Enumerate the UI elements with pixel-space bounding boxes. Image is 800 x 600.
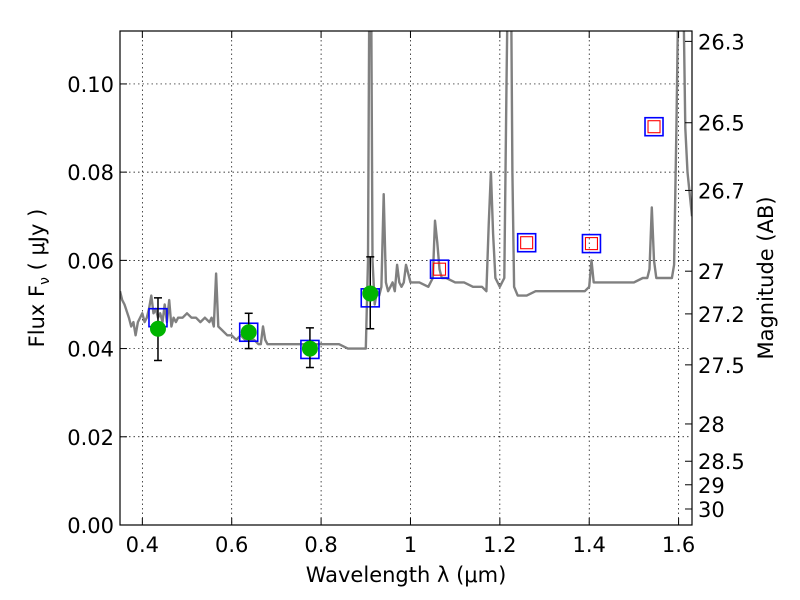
y2-tick-label: 26.3 [698,30,745,54]
x-tick-label: 0.4 [126,533,159,557]
x-tick-label: 0.8 [304,533,337,557]
observed-flux-point [149,320,166,337]
x-tick-label: 1.6 [662,533,695,557]
spectrum-line [120,31,692,350]
model-photometry-square [516,232,537,253]
y-tick-label: 0.04 [67,338,114,362]
y-axis-title-unit: ( μJy ) [25,209,49,277]
y2-tick-label: 28 [698,413,725,437]
y-tick-label: 0.10 [67,73,114,97]
y2-tick-label: 29 [698,474,725,498]
observed-flux-point [301,340,318,357]
y2-tick-label: 27 [698,260,725,284]
plot-area [120,31,692,525]
x-axis-title: Wavelength λ (μm) [306,563,507,587]
model-photometry-square-inner [584,237,599,251]
y2-tick-label: 28.5 [698,450,745,474]
y-axis-title-sub: ν [37,277,53,285]
plot-frame [119,30,693,526]
observed-flux-point [362,285,379,302]
x-tick-label: 0.6 [215,533,248,557]
model-photometry-square [581,233,602,254]
y2-tick-label: 26.7 [698,179,745,203]
model-photometry-square [644,116,664,137]
model-photometry-square-inner [647,120,661,134]
y2-tick-label: 26.5 [698,112,745,136]
observed-flux-point [240,324,257,341]
x-tick-label: 1.4 [573,533,606,557]
ticks: 0.4 0.6 0.8 1 1.2 1.4 1.6 0.00 0.02 0.04 0.06 0.08 0… [67,30,745,557]
y2-tick-label: 27.5 [698,354,745,378]
y-axis-title: Flux Fν ( μJy ) [25,209,53,348]
y2-axis-title: Magnitude (AB) [754,196,778,359]
model-photometry-square-inner [520,236,534,250]
y-tick-label: 0.00 [67,514,114,538]
data-layer [120,31,692,369]
y-tick-label: 0.08 [67,161,114,185]
x-tick-label: 1 [404,533,417,557]
y2-tick-label: 27.2 [698,303,745,327]
model-photometry-square [429,259,450,279]
y2-tick-label: 30 [698,498,725,522]
y-tick-label: 0.02 [67,426,114,450]
y-tick-label: 0.06 [67,249,114,273]
x-tick-label: 1.2 [483,533,516,557]
model-photometry-square-inner [432,262,447,276]
